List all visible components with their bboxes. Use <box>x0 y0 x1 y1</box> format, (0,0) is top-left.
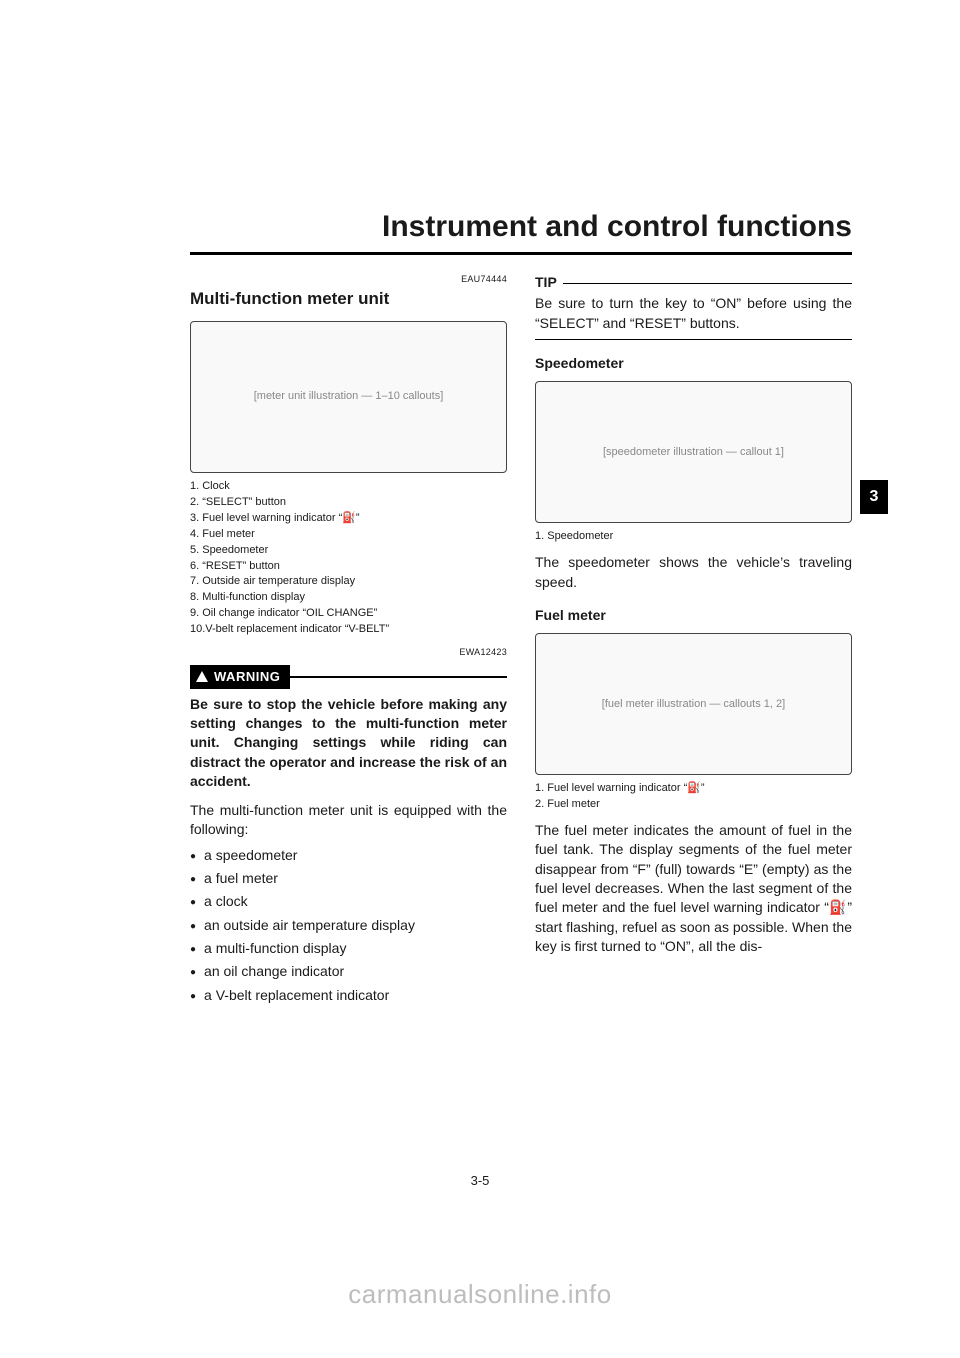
figure-caption-list: 1. Speedometer <box>535 529 852 545</box>
caption-item: 3. Fuel level warning indicator “⛽” <box>190 511 507 527</box>
list-item: a fuel meter <box>190 869 507 888</box>
caption-item: 5. Speedometer <box>190 543 507 559</box>
body-text: The fuel meter indicates the amount of f… <box>535 821 852 956</box>
caption-item: 7. Outside air temperature display <box>190 574 507 590</box>
chapter-title: Instrument and control functions <box>190 210 852 244</box>
title-rule <box>190 252 852 255</box>
caption-item: 1. Speedometer <box>535 529 852 545</box>
body-text: The speedometer shows the vehicle’s trav… <box>535 553 852 592</box>
figure-caption-list: 1. Fuel level warning indicator “⛽” 2. F… <box>535 781 852 813</box>
tip-label: TIP <box>535 273 557 292</box>
warning-header: WARNING <box>190 665 507 689</box>
caption-item: 2. “SELECT” button <box>190 495 507 511</box>
page-number: 3-5 <box>0 1173 960 1188</box>
warning-label: WARNING <box>214 668 280 686</box>
caption-item: 9. Oil change indicator “OIL CHANGE” <box>190 606 507 622</box>
warning-triangle-icon <box>196 671 208 682</box>
warning-badge: WARNING <box>190 665 290 689</box>
list-item: an oil change indicator <box>190 962 507 981</box>
caption-item: 8. Multi-function display <box>190 590 507 606</box>
doc-code: EWA12423 <box>190 646 507 658</box>
figure-meter-unit: [meter unit illustration — 1–10 callouts… <box>190 321 507 473</box>
body-text: The multi-function meter unit is equippe… <box>190 801 507 840</box>
section-heading: Multi-function meter unit <box>190 287 507 310</box>
thin-rule <box>535 339 852 340</box>
warning-rule <box>290 676 507 678</box>
sub-heading: Fuel meter <box>535 606 852 625</box>
warning-text: Be sure to stop the vehicle before makin… <box>190 695 507 792</box>
caption-item: 4. Fuel meter <box>190 527 507 543</box>
caption-item: 2. Fuel meter <box>535 797 852 813</box>
caption-item: 1. Fuel level warning indicator “⛽” <box>535 781 852 797</box>
left-column: EAU74444 Multi-function meter unit [mete… <box>190 273 507 1009</box>
list-item: an outside air temperature display <box>190 916 507 935</box>
feature-list: a speedometer a fuel meter a clock an ou… <box>190 846 507 1005</box>
tip-rule <box>563 283 852 284</box>
figure-speedometer: [speedometer illustration — callout 1] <box>535 381 852 523</box>
right-column: TIP Be sure to turn the key to “ON” befo… <box>535 273 852 1009</box>
tip-text: Be sure to turn the key to “ON” before u… <box>535 294 852 333</box>
sub-heading: Speedometer <box>535 354 852 373</box>
list-item: a multi-function display <box>190 939 507 958</box>
figure-fuel-meter: [fuel meter illustration — callouts 1, 2… <box>535 633 852 775</box>
caption-item: 6. “RESET” button <box>190 559 507 575</box>
caption-item: 1. Clock <box>190 479 507 495</box>
two-column-layout: EAU74444 Multi-function meter unit [mete… <box>190 273 852 1009</box>
manual-page: Instrument and control functions EAU7444… <box>0 0 960 1358</box>
watermark: carmanualsonline.info <box>0 1279 960 1310</box>
list-item: a V-belt replacement indicator <box>190 986 507 1005</box>
list-item: a clock <box>190 892 507 911</box>
doc-code: EAU74444 <box>190 273 507 285</box>
list-item: a speedometer <box>190 846 507 865</box>
tip-header: TIP <box>535 273 852 292</box>
figure-caption-list: 1. Clock 2. “SELECT” button 3. Fuel leve… <box>190 479 507 638</box>
caption-item: 10.V-belt replacement indicator “V-BELT” <box>190 622 507 638</box>
chapter-tab: 3 <box>860 480 888 514</box>
